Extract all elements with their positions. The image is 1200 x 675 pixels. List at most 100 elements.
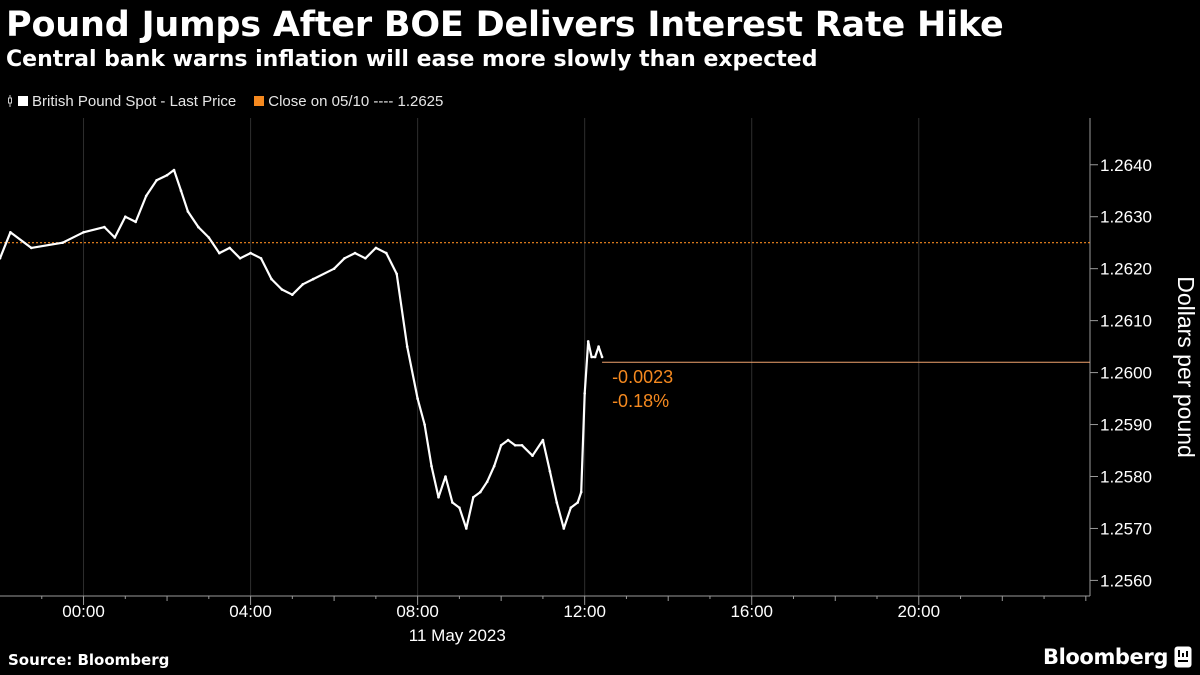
y-tick-label: 1.2570 (1100, 519, 1152, 538)
change-percent-label: -0.18% (612, 391, 669, 411)
pound-spot-point (218, 251, 221, 255)
pound-spot-point (485, 480, 489, 484)
change-absolute-label: -0.0023 (612, 367, 673, 387)
pound-spot-point (113, 236, 117, 239)
y-axis-title: Dollars per pound (1173, 276, 1199, 458)
pound-spot-point (405, 345, 409, 348)
pound-spot-point (165, 173, 169, 177)
y-tick-label: 1.2580 (1100, 468, 1152, 487)
legend-label-previous-close: Close on 05/10 ---- 1.2625 (268, 92, 444, 110)
x-tick-label: 00:00 (62, 602, 105, 621)
pound-spot-point (548, 470, 552, 473)
pound-spot-point (0, 257, 2, 260)
pound-spot-point (259, 257, 263, 260)
pound-spot-point (600, 355, 604, 359)
pound-spot-point (207, 236, 211, 239)
pound-spot-point (520, 444, 524, 447)
pound-spot-point (311, 277, 315, 281)
pound-spot-point (332, 267, 336, 270)
x-tick-label: 16:00 (730, 602, 773, 621)
pound-spot-line (0, 168, 604, 530)
pound-spot-point (562, 527, 566, 530)
pound-spot-point (395, 272, 399, 276)
pound-spot-point (586, 340, 590, 343)
pound-spot-point (479, 490, 482, 494)
pound-spot-point (124, 215, 127, 218)
pound-spot-point (513, 444, 517, 447)
y-tick-label: 1.2610 (1100, 312, 1152, 331)
y-tick-label: 1.2590 (1100, 416, 1152, 435)
pound-spot-point (555, 501, 559, 504)
legend-item-pound-spot: British Pound Spot - Last Price (8, 93, 236, 110)
pound-spot-point (186, 210, 190, 213)
pound-spot-point (9, 231, 12, 234)
y-tick-label: 1.2600 (1100, 364, 1152, 383)
pound-spot-point (353, 251, 357, 255)
pound-spot-point (270, 277, 273, 281)
pound-spot-point (430, 464, 433, 468)
pound-spot-point (385, 251, 388, 255)
y-tick-label: 1.2630 (1100, 208, 1152, 227)
pound-spot-point (144, 194, 148, 198)
x-tick-label: 12:00 (563, 602, 606, 621)
pound-spot-point (374, 246, 378, 250)
pound-spot-point (597, 345, 600, 348)
brand-logo: Bloomberg (1043, 645, 1192, 669)
pound-spot-point (249, 251, 252, 255)
pound-spot-point (280, 288, 284, 291)
x-axis-title: 11 May 2023 (409, 626, 506, 645)
candlestick-icon (8, 95, 12, 107)
pound-spot-point (103, 225, 106, 229)
pound-spot-point (541, 438, 545, 442)
y-tick-label: 1.2640 (1100, 156, 1152, 175)
pound-spot-point (238, 257, 242, 260)
pound-spot-point (155, 179, 158, 182)
pound-spot-point (499, 444, 503, 447)
pound-spot-point (343, 257, 346, 260)
pound-spot-point (492, 464, 496, 468)
pound-spot-point (444, 475, 447, 478)
pound-spot-point (301, 283, 305, 286)
pound-spot-point (416, 397, 419, 400)
pound-spot-point (134, 220, 137, 224)
pound-spot-point (465, 527, 468, 530)
price-chart: 00:00 04:00 08:00 12:00 16:00 20:00 11 May 202… (0, 118, 1199, 645)
x-tick-label: 04:00 (229, 602, 272, 621)
source-note: Source: Bloomberg (8, 651, 170, 669)
legend-label-pound-spot: British Pound Spot - Last Price (32, 92, 237, 110)
pound-spot-point (291, 293, 294, 296)
pound-spot-point (30, 246, 33, 250)
y-tick-label: 1.2620 (1100, 260, 1152, 279)
x-tick-label: 20:00 (898, 602, 941, 621)
pound-spot-point (593, 355, 597, 359)
pound-spot-point (458, 506, 461, 510)
x-tick-label: 08:00 (396, 602, 439, 621)
pound-spot-point (590, 355, 593, 359)
pound-spot-point (197, 225, 200, 229)
pound-spot-point (179, 189, 183, 192)
legend-swatch-previous-close (254, 96, 265, 106)
bloomberg-terminal-icon (1174, 646, 1192, 668)
pound-spot-point (506, 438, 510, 442)
legend-item-previous-close: Close on 05/10 ---- 1.2625 (254, 93, 443, 110)
pound-spot-point (364, 257, 367, 260)
y-tick-label: 1.2560 (1100, 571, 1152, 590)
chart-subtitle: Central bank warns inflation will ease m… (6, 47, 818, 72)
pound-spot-point (228, 246, 231, 250)
pound-spot-point (576, 501, 579, 504)
pound-spot-point (451, 501, 454, 504)
pound-spot-point (472, 496, 475, 499)
pound-spot-point (437, 496, 440, 499)
pound-spot-point (423, 423, 426, 426)
pound-spot-point (61, 241, 64, 244)
chart-title: Pound Jumps After BOE Delivers Interest … (6, 5, 1004, 45)
pound-spot-point (531, 454, 534, 458)
pound-spot-point (569, 506, 573, 510)
pound-spot-point (579, 490, 583, 494)
legend-swatch-pound-spot (18, 96, 28, 106)
brand-wordmark: Bloomberg (1042, 645, 1168, 669)
pound-spot-point (172, 168, 176, 172)
chart-legend: British Pound Spot - Last Price Close on… (8, 91, 461, 111)
pound-spot-point (82, 231, 85, 234)
pound-spot-point (583, 392, 586, 395)
